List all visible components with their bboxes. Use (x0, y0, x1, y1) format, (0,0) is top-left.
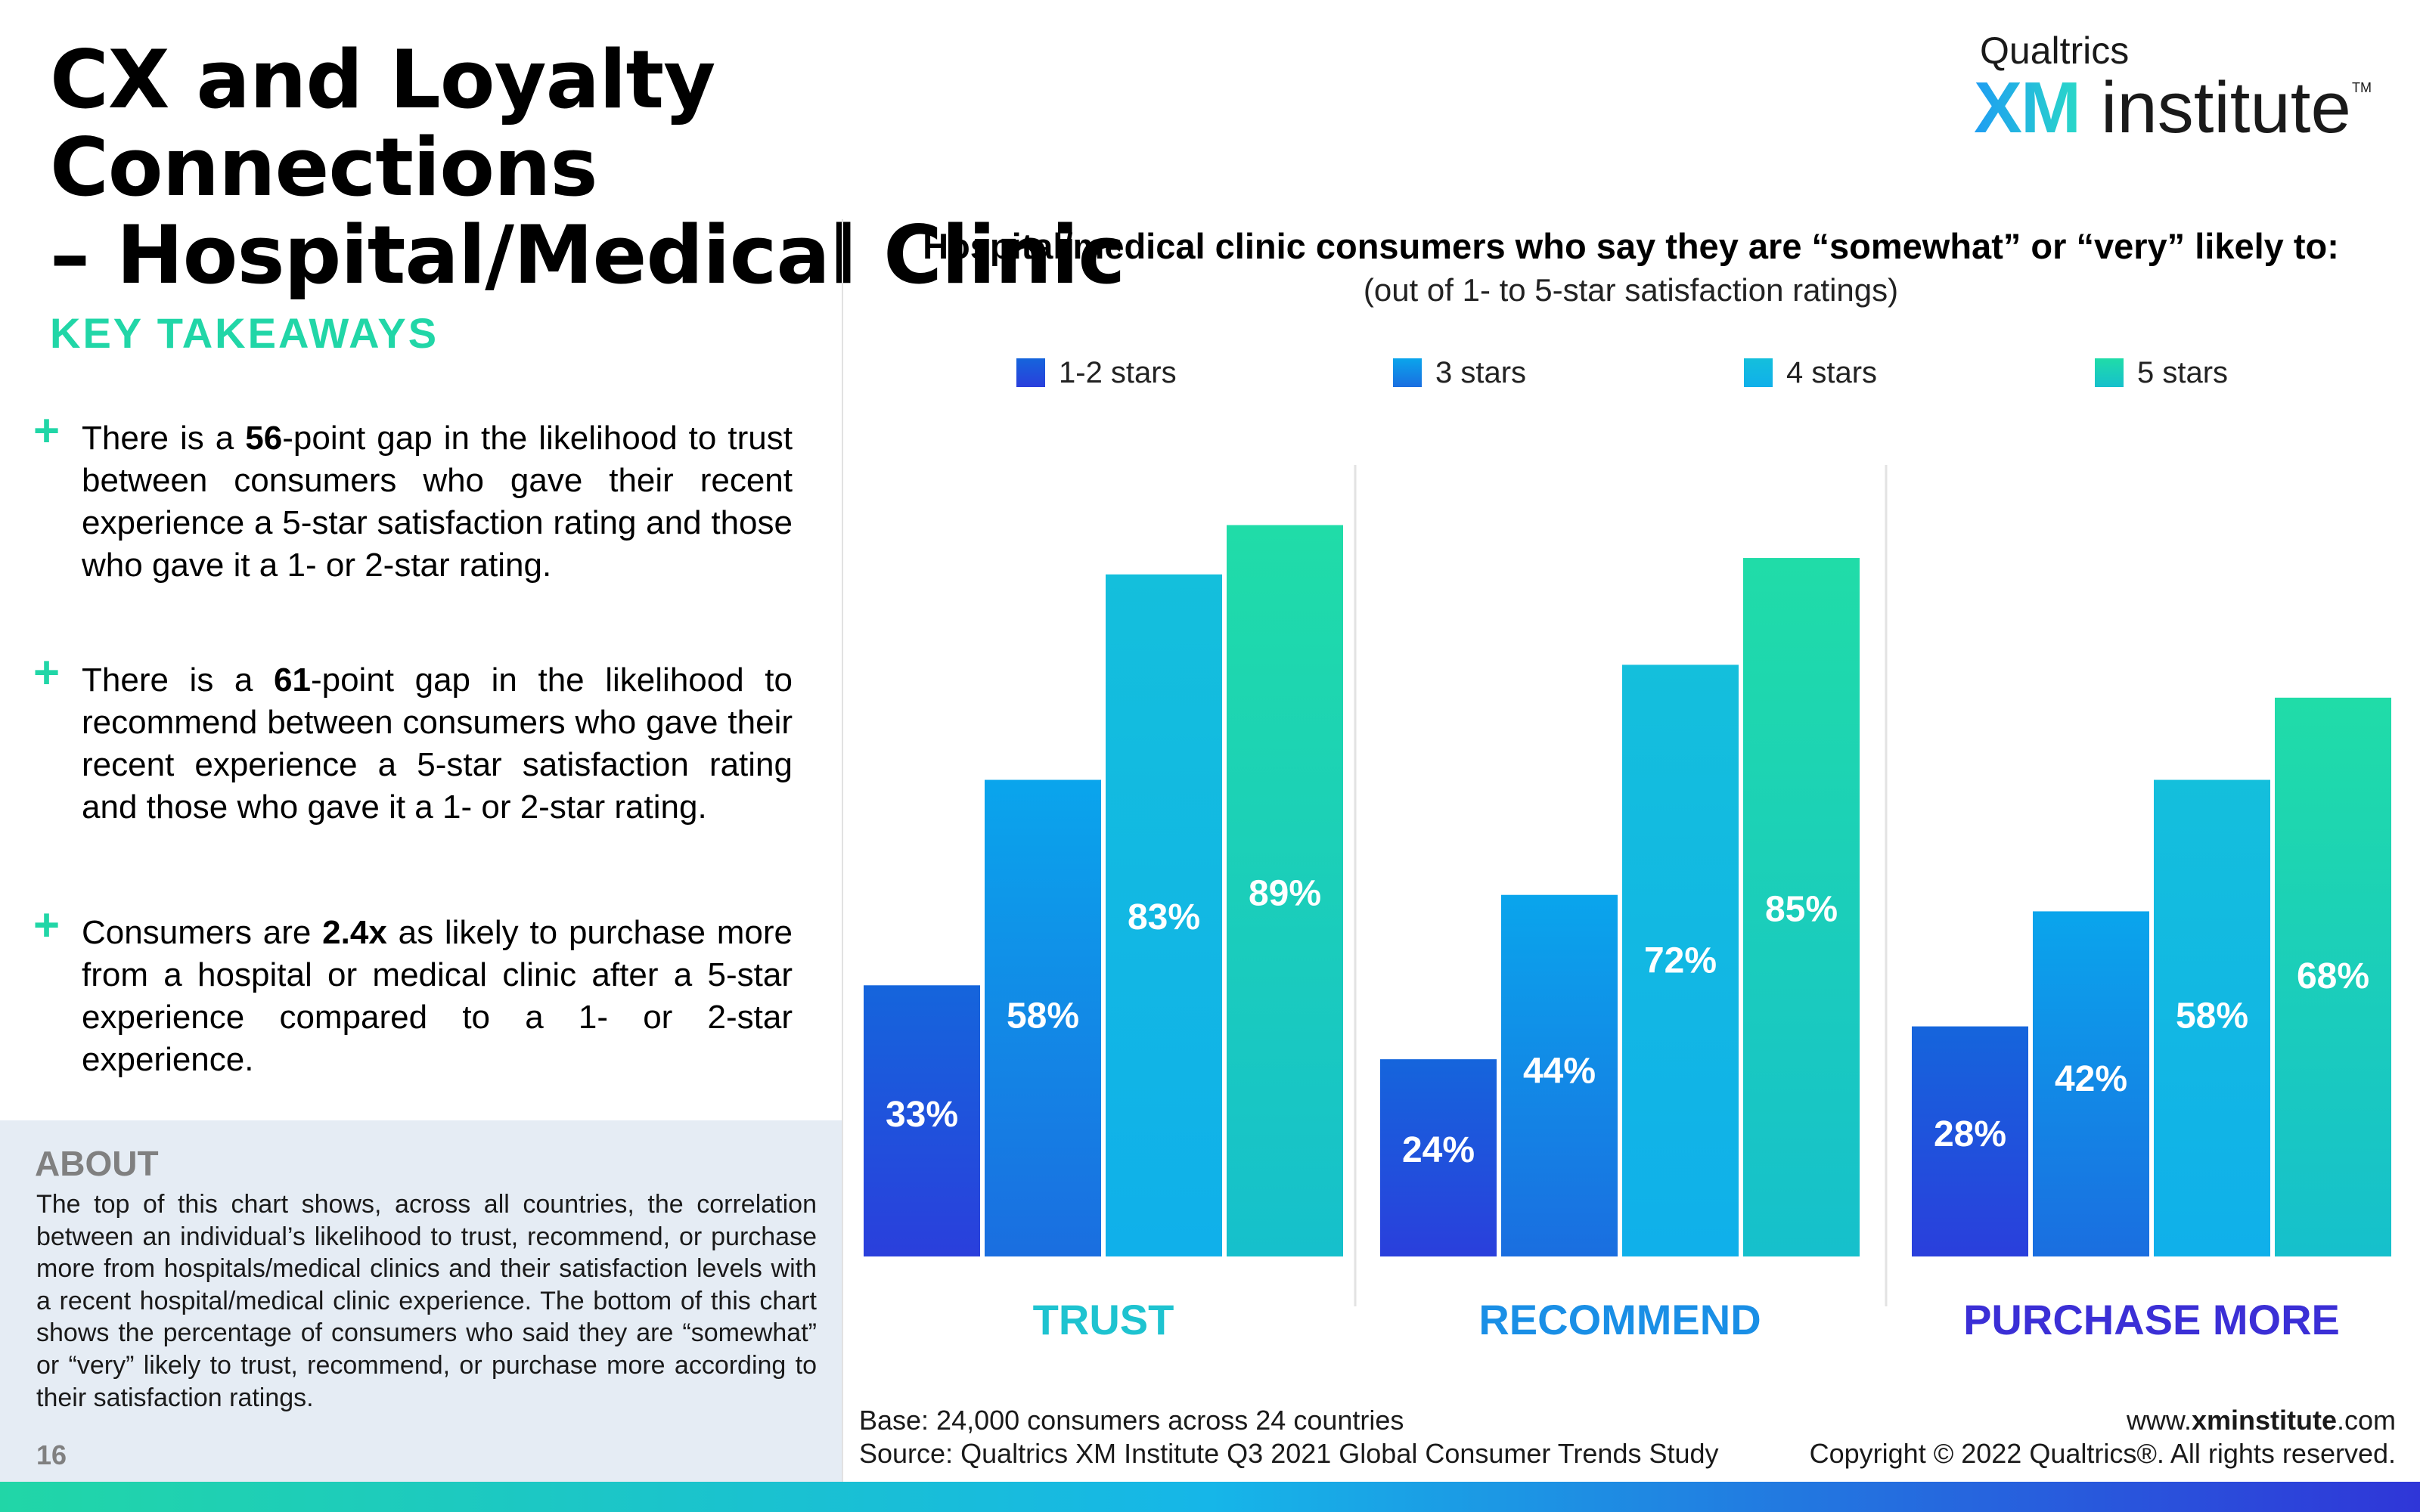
legend-swatch (1016, 358, 1045, 387)
copyright-text: Copyright © 2022 Qualtrics®. All rights … (1809, 1438, 2396, 1469)
bar-value-label: 83% (1128, 897, 1200, 937)
logo-brand-text: Qualtrics (1980, 29, 2130, 72)
bar-value-label: 42% (2055, 1059, 2127, 1099)
bar-value-label: 58% (2176, 996, 2248, 1036)
footer-base-note: Base: 24,000 consumers across 24 countri… (859, 1405, 1404, 1436)
bar-value-label: 33% (886, 1095, 958, 1135)
page-number: 16 (36, 1439, 67, 1470)
takeaway-text: Consumers are 2.4x as likely to purchase… (82, 914, 793, 1078)
xm-institute-logo: Qualtrics XM institute TM (1974, 29, 2372, 148)
legend-label: 3 stars (1435, 355, 1527, 389)
page-title: CX and Loyalty Connections – Hospital/Me… (50, 36, 1184, 299)
bar-value-label: 68% (2297, 956, 2369, 996)
chart-title: Hospital/medical clinic consumers who sa… (923, 226, 2339, 266)
about-text: The top of this chart shows, across all … (36, 1190, 817, 1412)
plus-icon: + (33, 900, 60, 950)
bar-value-label: 28% (1934, 1114, 2006, 1154)
legend-item-3-stars: 3 stars (1393, 354, 1526, 392)
bar-purchase-more-1-2-stars (1912, 1026, 2028, 1256)
bar-purchase-more-5-stars (2275, 697, 2391, 1256)
legend-label: 5 stars (2137, 355, 2229, 389)
bar-recommend-3-stars (1501, 894, 1618, 1256)
bar-recommend-4-stars (1622, 665, 1739, 1256)
legend-swatch (2095, 358, 2124, 387)
page-title-line1: CX and Loyalty Connections (50, 33, 715, 214)
category-label-recommend: RECOMMEND (1478, 1296, 1761, 1343)
legend-item-5-stars: 5 stars (2095, 354, 2228, 392)
legend-item-4-stars: 4 stars (1744, 354, 1877, 392)
bar-value-label: 58% (1007, 996, 1079, 1036)
website-link[interactable]: www.xminstitute.com (2126, 1405, 2396, 1436)
bar-purchase-more-4-stars (2154, 779, 2270, 1256)
legend-swatch (1744, 358, 1773, 387)
bar-trust-4-stars (1106, 574, 1222, 1256)
legend-swatch (1393, 358, 1422, 387)
bar-recommend-1-2-stars (1380, 1059, 1497, 1256)
footer-source-note: Source: Qualtrics XM Institute Q3 2021 G… (859, 1438, 1719, 1469)
about-panel: ABOUT The top of this chart shows, acros… (0, 1120, 842, 1482)
logo-tm-mark: TM (2352, 80, 2372, 95)
bar-recommend-5-stars (1743, 558, 1860, 1256)
takeaway-text: There is a 56-point gap in the likelihoo… (82, 420, 793, 584)
legend-item-1-2-stars: 1-2 stars (1016, 354, 1177, 392)
bar-value-label: 24% (1402, 1130, 1475, 1170)
bar-value-label: 89% (1249, 874, 1321, 914)
bar-value-label: 44% (1523, 1051, 1596, 1091)
category-label-purchase-more: PURCHASE MORE (1963, 1296, 2340, 1343)
bar-value-label: 85% (1765, 890, 1838, 930)
key-takeaways-heading: KEY TAKEAWAYS (50, 309, 439, 357)
vertical-divider (842, 219, 843, 1482)
bar-trust-3-stars (985, 779, 1101, 1256)
takeaway-text: There is a 61-point gap in the likelihoo… (82, 662, 793, 826)
bar-trust-5-stars (1227, 525, 1343, 1256)
bar-purchase-more-3-stars (2033, 911, 2149, 1256)
legend-label: 1-2 stars (1059, 355, 1177, 389)
bar-trust-1-2-stars (864, 985, 980, 1256)
legend-label: 4 stars (1786, 355, 1878, 389)
page-title-line2: – Hospital/Medical Clinic (50, 209, 1125, 302)
bottom-gradient-bar (0, 1482, 2420, 1512)
logo-institute-text: institute (2101, 67, 2351, 148)
logo-xm-text: XM (1974, 67, 2081, 148)
plus-icon: + (33, 647, 60, 698)
chart-subtitle: (out of 1- to 5-star satisfaction rating… (1363, 272, 1899, 308)
about-heading: ABOUT (35, 1144, 159, 1183)
category-label-trust: TRUST (1033, 1296, 1174, 1343)
plus-icon: + (33, 405, 60, 456)
bar-value-label: 72% (1644, 940, 1717, 981)
